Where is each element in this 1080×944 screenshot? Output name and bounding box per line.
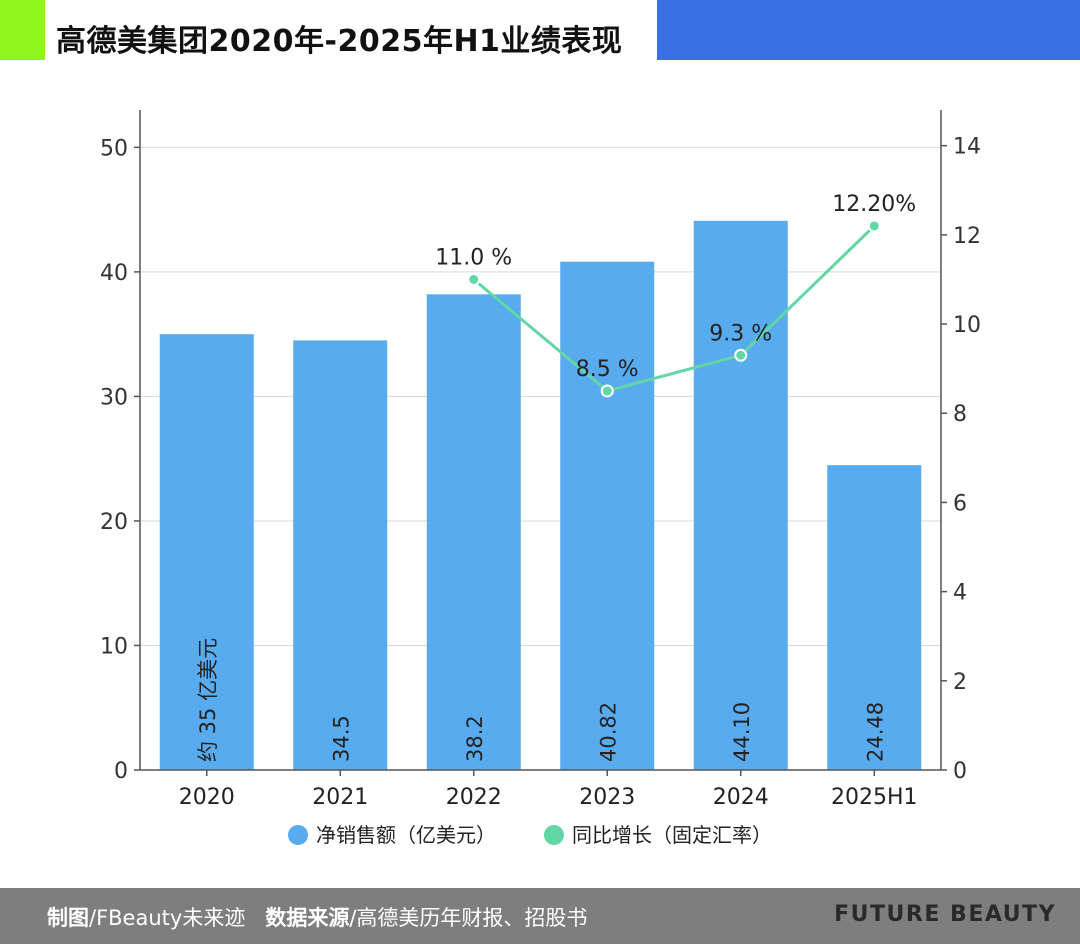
y-left-tick-label: 20 bbox=[100, 510, 128, 535]
y-right-tick-label: 0 bbox=[953, 759, 967, 784]
bar-value-label: 34.5 bbox=[329, 715, 353, 762]
y-right-tick-label: 10 bbox=[953, 313, 981, 338]
growth-point bbox=[467, 272, 481, 286]
bar-value-label: 约 35 亿美元 bbox=[196, 638, 220, 762]
y-left-tick-label: 0 bbox=[114, 759, 128, 784]
y-left-tick-label: 40 bbox=[100, 261, 128, 286]
legend-marker-sales bbox=[288, 825, 308, 845]
chart-title: 高德美集团2020年-2025年H1业绩表现 bbox=[56, 24, 623, 59]
accent-green-block bbox=[0, 0, 45, 60]
y-left-tick-label: 10 bbox=[100, 634, 128, 659]
legend-label-growth: 同比增长（固定汇率） bbox=[572, 823, 772, 847]
y-left-tick-label: 30 bbox=[100, 385, 128, 410]
y-left-tick-label: 50 bbox=[100, 136, 128, 161]
legend-label-sales: 净销售额（亿美元） bbox=[316, 823, 496, 847]
bar bbox=[293, 340, 388, 770]
bar-value-label: 40.82 bbox=[596, 702, 620, 762]
bar-value-label: 44.10 bbox=[730, 702, 754, 762]
footer: 制图/FBeauty未来迹 数据来源/高德美历年财报、招股书 FUTURE BE… bbox=[0, 888, 1080, 944]
x-tick-label: 2021 bbox=[312, 785, 368, 810]
x-tick-label: 2023 bbox=[579, 785, 635, 810]
footer-brand: FUTURE BEAUTY bbox=[834, 902, 1056, 927]
chart: 0 10 20 30 40 50 0 2 4 6 8 10 12 14 2020 2021 2022 2023 20… bbox=[100, 110, 981, 847]
x-tick-label: 2020 bbox=[179, 785, 235, 810]
growth-label: 12.20% bbox=[832, 192, 916, 217]
bar bbox=[426, 294, 521, 770]
bar-value-label: 24.48 bbox=[863, 702, 887, 762]
growth-label: 8.5 % bbox=[576, 357, 639, 382]
y-right-tick-label: 8 bbox=[953, 402, 967, 427]
growth-point bbox=[734, 348, 748, 362]
x-tick-label: 2022 bbox=[446, 785, 502, 810]
x-tick-label: 2024 bbox=[713, 785, 769, 810]
y-right-tick-label: 12 bbox=[953, 224, 981, 249]
bar bbox=[159, 334, 254, 770]
y-right-tick-label: 6 bbox=[953, 491, 967, 516]
growth-label: 11.0 % bbox=[435, 245, 512, 270]
bar bbox=[560, 261, 655, 770]
footer-maker-value: /FBeauty未来迹 bbox=[89, 906, 246, 930]
footer-source-label: 数据来源 bbox=[265, 906, 350, 930]
bar bbox=[693, 220, 788, 770]
y-right-tick-label: 2 bbox=[953, 670, 967, 695]
growth-point bbox=[600, 384, 614, 398]
y-right-tick-label: 14 bbox=[953, 135, 981, 160]
footer-maker-label: 制图 bbox=[47, 906, 89, 930]
growth-point bbox=[867, 219, 881, 233]
bar bbox=[827, 465, 922, 770]
growth-label: 9.3 % bbox=[709, 321, 772, 346]
x-tick-label: 2025H1 bbox=[831, 785, 918, 810]
growth-line bbox=[472, 224, 876, 393]
accent-blue-block bbox=[657, 0, 1080, 60]
legend-marker-growth bbox=[544, 825, 564, 845]
y-right-tick-label: 4 bbox=[953, 581, 967, 606]
footer-source-value: /高德美历年财报、招股书 bbox=[349, 906, 588, 930]
bar-value-label: 38.2 bbox=[463, 715, 487, 762]
footer-credits: 制图/FBeauty未来迹 数据来源/高德美历年财报、招股书 bbox=[47, 902, 587, 932]
